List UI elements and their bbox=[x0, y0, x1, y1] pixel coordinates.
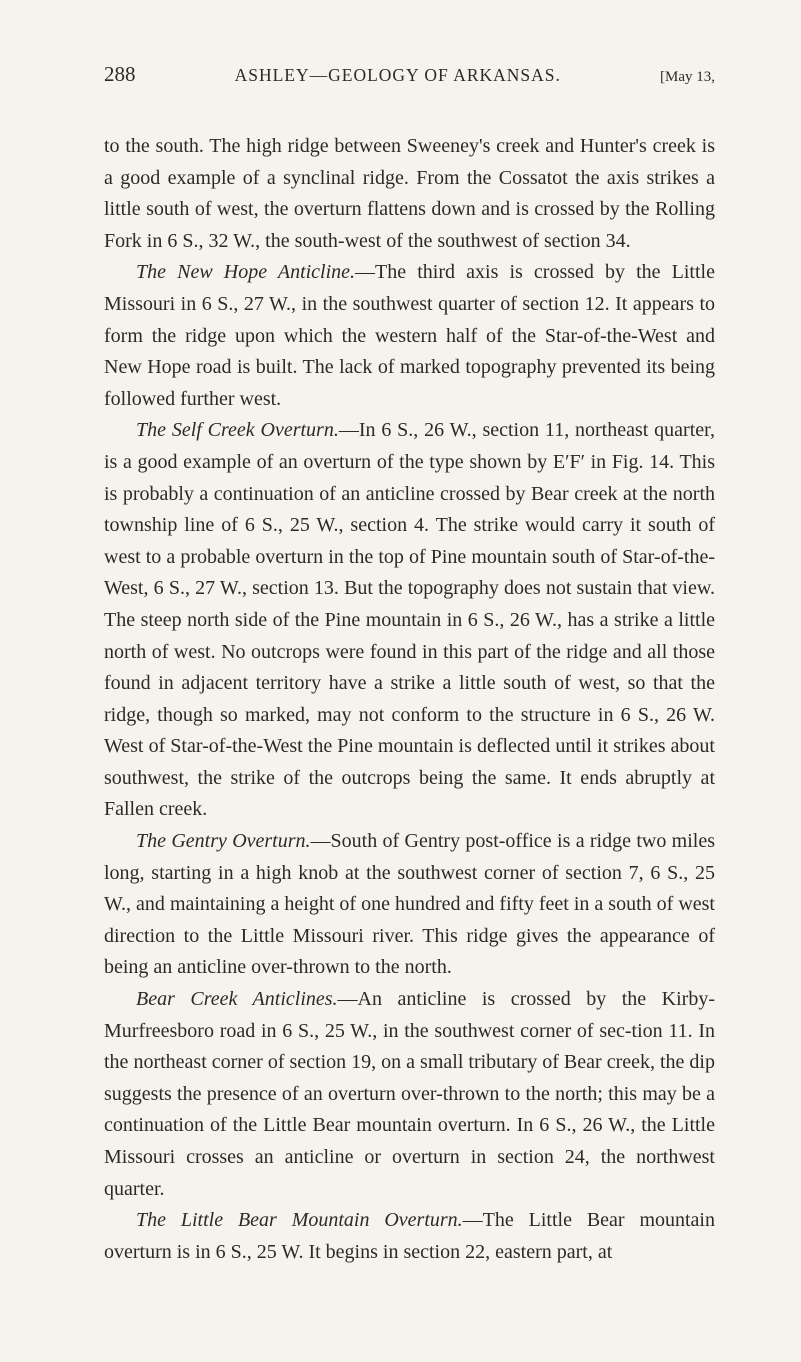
paragraph-4-body: —South of Gentry post-office is a ridge … bbox=[104, 830, 715, 978]
paragraph-3: The Self Creek Overturn.—In 6 S., 26 W.,… bbox=[104, 415, 715, 826]
paragraph-3-title: The Self Creek Overturn. bbox=[136, 419, 339, 441]
paragraph-6-title: The Little Bear Mountain Overturn. bbox=[136, 1209, 463, 1231]
page-number: 288 bbox=[104, 62, 136, 87]
paragraph-1: to the south. The high ridge between Swe… bbox=[104, 131, 715, 257]
running-title: ASHLEY—GEOLOGY OF ARKANSAS. bbox=[136, 65, 661, 86]
paragraph-2: The New Hope Anticline.—The third axis i… bbox=[104, 257, 715, 415]
paragraph-4-title: The Gentry Overturn. bbox=[136, 830, 311, 852]
paragraph-5-body: —An anticline is crossed by the Kirby-Mu… bbox=[104, 988, 715, 1200]
paragraph-4: The Gentry Overturn.—South of Gentry pos… bbox=[104, 826, 715, 984]
body-text: to the south. The high ridge between Swe… bbox=[104, 131, 715, 1268]
paragraph-5-title: Bear Creek Anticlines. bbox=[136, 988, 338, 1010]
paragraph-6: The Little Bear Mountain Overturn.—The L… bbox=[104, 1205, 715, 1268]
paragraph-3-body: —In 6 S., 26 W., section 11, northeast q… bbox=[104, 419, 715, 820]
page-header: 288 ASHLEY—GEOLOGY OF ARKANSAS. [May 13, bbox=[104, 62, 715, 87]
paragraph-2-body: —The third axis is crossed by the Little… bbox=[104, 261, 715, 409]
date-label: [May 13, bbox=[660, 69, 715, 86]
paragraph-2-title: The New Hope Anticline. bbox=[136, 261, 355, 283]
paragraph-5: Bear Creek Anticlines.—An anticline is c… bbox=[104, 984, 715, 1205]
